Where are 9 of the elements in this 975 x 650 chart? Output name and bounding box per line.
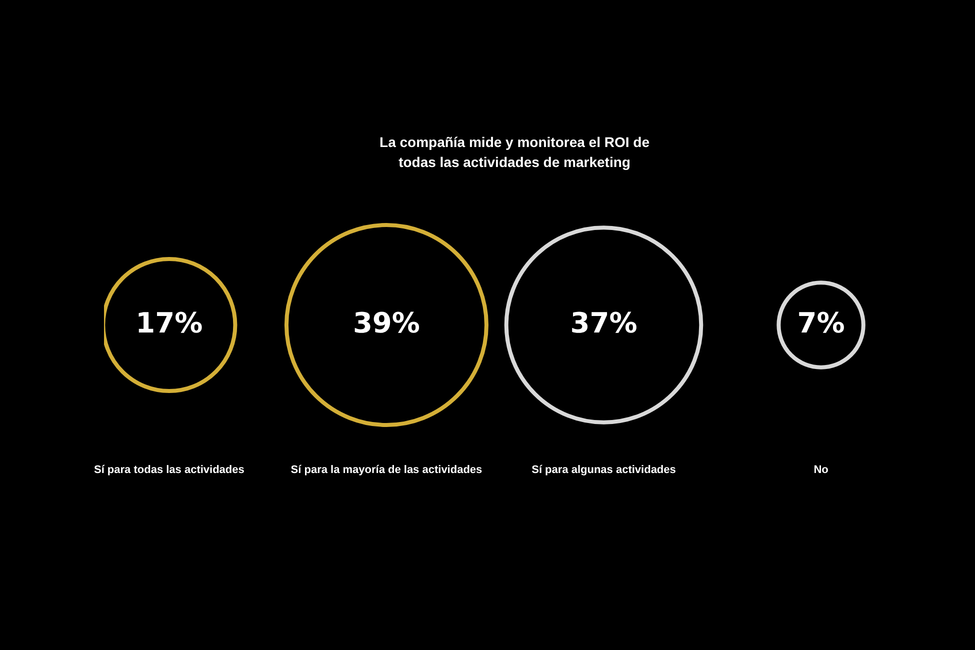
data-label: 17% xyxy=(136,306,203,340)
category-label: Sí para algunas actividades xyxy=(532,464,676,476)
data-label: 37% xyxy=(570,306,638,340)
category-label: Sí para la mayoría de las actividades xyxy=(290,464,482,476)
category-label: No xyxy=(814,464,829,476)
text: La compañía mide y monitorea el ROI de todas las actividades de marketing xyxy=(378,133,650,172)
data-label: 7% xyxy=(797,306,845,340)
data-label: 39% xyxy=(352,306,420,340)
category-label: Sí para todas las actividades xyxy=(94,464,244,476)
